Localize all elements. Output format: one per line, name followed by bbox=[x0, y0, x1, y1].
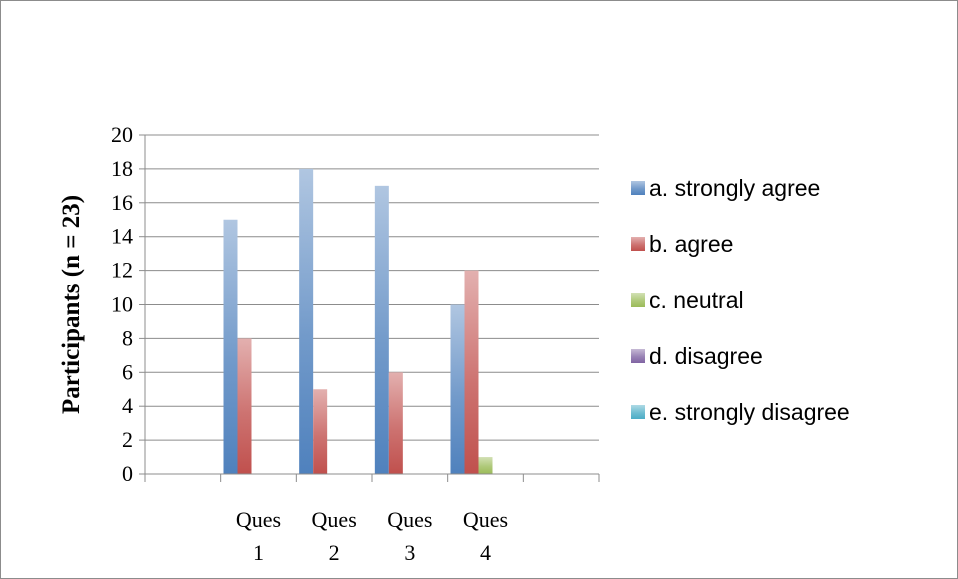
y-tick-label: 20 bbox=[111, 122, 133, 147]
bar bbox=[237, 338, 252, 474]
legend-label: d. disagree bbox=[649, 343, 763, 369]
y-tick-label: 8 bbox=[122, 325, 133, 350]
legend-label: c. neutral bbox=[649, 287, 744, 313]
legend-swatch bbox=[631, 237, 645, 251]
legend-label: e. strongly disagree bbox=[649, 399, 850, 425]
gridlines bbox=[145, 134, 599, 475]
x-tick-label: 1 bbox=[253, 540, 264, 565]
y-tick-labels: 0 2 4 6 8 10 12 14 16 18 20 bbox=[111, 122, 133, 486]
legend-label: a. strongly agree bbox=[649, 175, 820, 201]
legend-item: d. disagree bbox=[631, 343, 763, 369]
x-tick-label: Ques bbox=[236, 507, 281, 532]
bar bbox=[299, 168, 314, 474]
x-tick-label: 3 bbox=[404, 540, 415, 565]
y-axis-title: Participants (n = 23) bbox=[58, 195, 85, 414]
x-tick-label: Ques bbox=[463, 507, 508, 532]
legend-item: c. neutral bbox=[631, 287, 744, 313]
y-tick-label: 14 bbox=[111, 224, 133, 249]
axes bbox=[139, 134, 600, 482]
bars bbox=[223, 168, 493, 474]
x-tick-label: 4 bbox=[480, 540, 491, 565]
legend-item: e. strongly disagree bbox=[631, 399, 850, 425]
x-tick-label: Ques bbox=[312, 507, 357, 532]
y-tick-label: 10 bbox=[111, 292, 133, 317]
legend-item: a. strongly agree bbox=[631, 175, 820, 201]
bar bbox=[223, 219, 238, 474]
legend-swatch bbox=[631, 181, 645, 195]
bar bbox=[450, 304, 465, 474]
legend: a. strongly agree b. agree c. neutral d. di… bbox=[631, 175, 850, 425]
legend-swatch bbox=[631, 349, 645, 363]
bar bbox=[464, 270, 479, 474]
x-tick-label: 2 bbox=[329, 540, 340, 565]
bar bbox=[313, 389, 328, 474]
y-tick-label: 0 bbox=[122, 461, 133, 486]
legend-item: b. agree bbox=[631, 231, 733, 257]
y-tick-label: 2 bbox=[122, 427, 133, 452]
y-tick-label: 16 bbox=[111, 190, 133, 215]
bar bbox=[374, 185, 389, 474]
y-tick-label: 6 bbox=[122, 359, 133, 384]
legend-label: b. agree bbox=[649, 231, 733, 257]
x-tick-labels: Ques 1 Ques 2 Ques 3 Ques 4 bbox=[236, 507, 508, 565]
legend-swatch bbox=[631, 405, 645, 419]
y-tick-label: 12 bbox=[111, 258, 133, 283]
bar bbox=[478, 457, 493, 474]
y-tick-label: 4 bbox=[122, 393, 133, 418]
y-tick-label: 18 bbox=[111, 156, 133, 181]
legend-swatch bbox=[631, 293, 645, 307]
x-tick-label: Ques bbox=[387, 507, 432, 532]
bar bbox=[388, 372, 403, 474]
